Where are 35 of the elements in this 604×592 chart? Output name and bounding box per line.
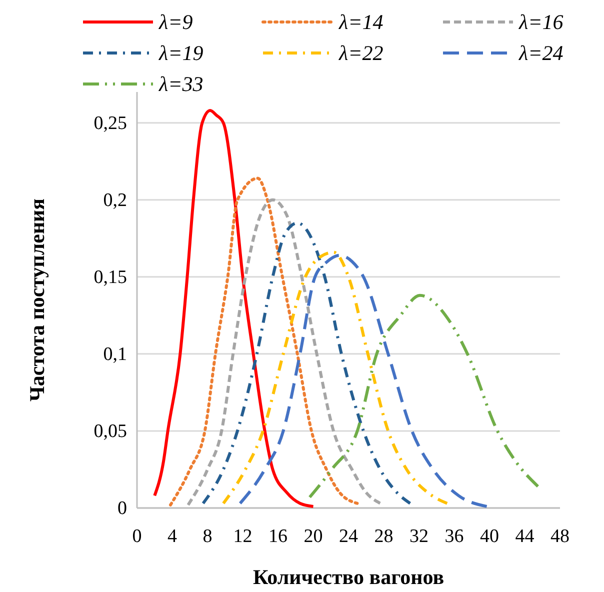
legend-label: λ=14 xyxy=(338,10,384,34)
x-tick-label: 32 xyxy=(410,526,428,547)
line-series xyxy=(202,221,412,505)
y-tick-label: 0,25 xyxy=(94,112,127,134)
legend-label: λ=22 xyxy=(338,41,384,65)
line-series xyxy=(186,198,382,506)
y-tick-label: 0,2 xyxy=(103,190,127,211)
y-tick-label: 0,05 xyxy=(94,420,127,442)
y-tick-label: 0,15 xyxy=(94,266,127,288)
x-tick-label: 12 xyxy=(233,526,252,547)
legend-label: λ=24 xyxy=(518,41,564,65)
y-axis-title: Частота поступления xyxy=(25,198,49,402)
x-tick-label: 0 xyxy=(132,526,142,547)
y-tick-label: 0,1 xyxy=(103,344,127,365)
line-series xyxy=(308,294,540,499)
line-series xyxy=(168,176,359,506)
y-tick-label: 0 xyxy=(118,498,127,519)
x-axis-title: Количество вагонов xyxy=(252,565,444,589)
legend-label: λ=9 xyxy=(158,10,194,34)
line-series xyxy=(222,250,449,505)
x-tick-label: 40 xyxy=(480,526,499,547)
x-tick-label: 36 xyxy=(444,526,464,547)
x-tick-label: 24 xyxy=(339,526,358,547)
x-tick-label: 44 xyxy=(515,526,535,547)
line-series xyxy=(238,254,488,508)
legend-label: λ=33 xyxy=(158,72,204,96)
x-tick-label: 28 xyxy=(374,526,394,547)
line-series xyxy=(153,108,315,508)
x-tick-label: 48 xyxy=(550,526,570,547)
x-tick-label: 8 xyxy=(202,526,212,547)
x-tick-label: 16 xyxy=(268,526,288,547)
x-tick-label: 4 xyxy=(168,526,178,547)
legend-label: λ=19 xyxy=(158,41,204,65)
legend-label: λ=16 xyxy=(518,10,564,34)
x-tick-label: 20 xyxy=(304,526,323,547)
